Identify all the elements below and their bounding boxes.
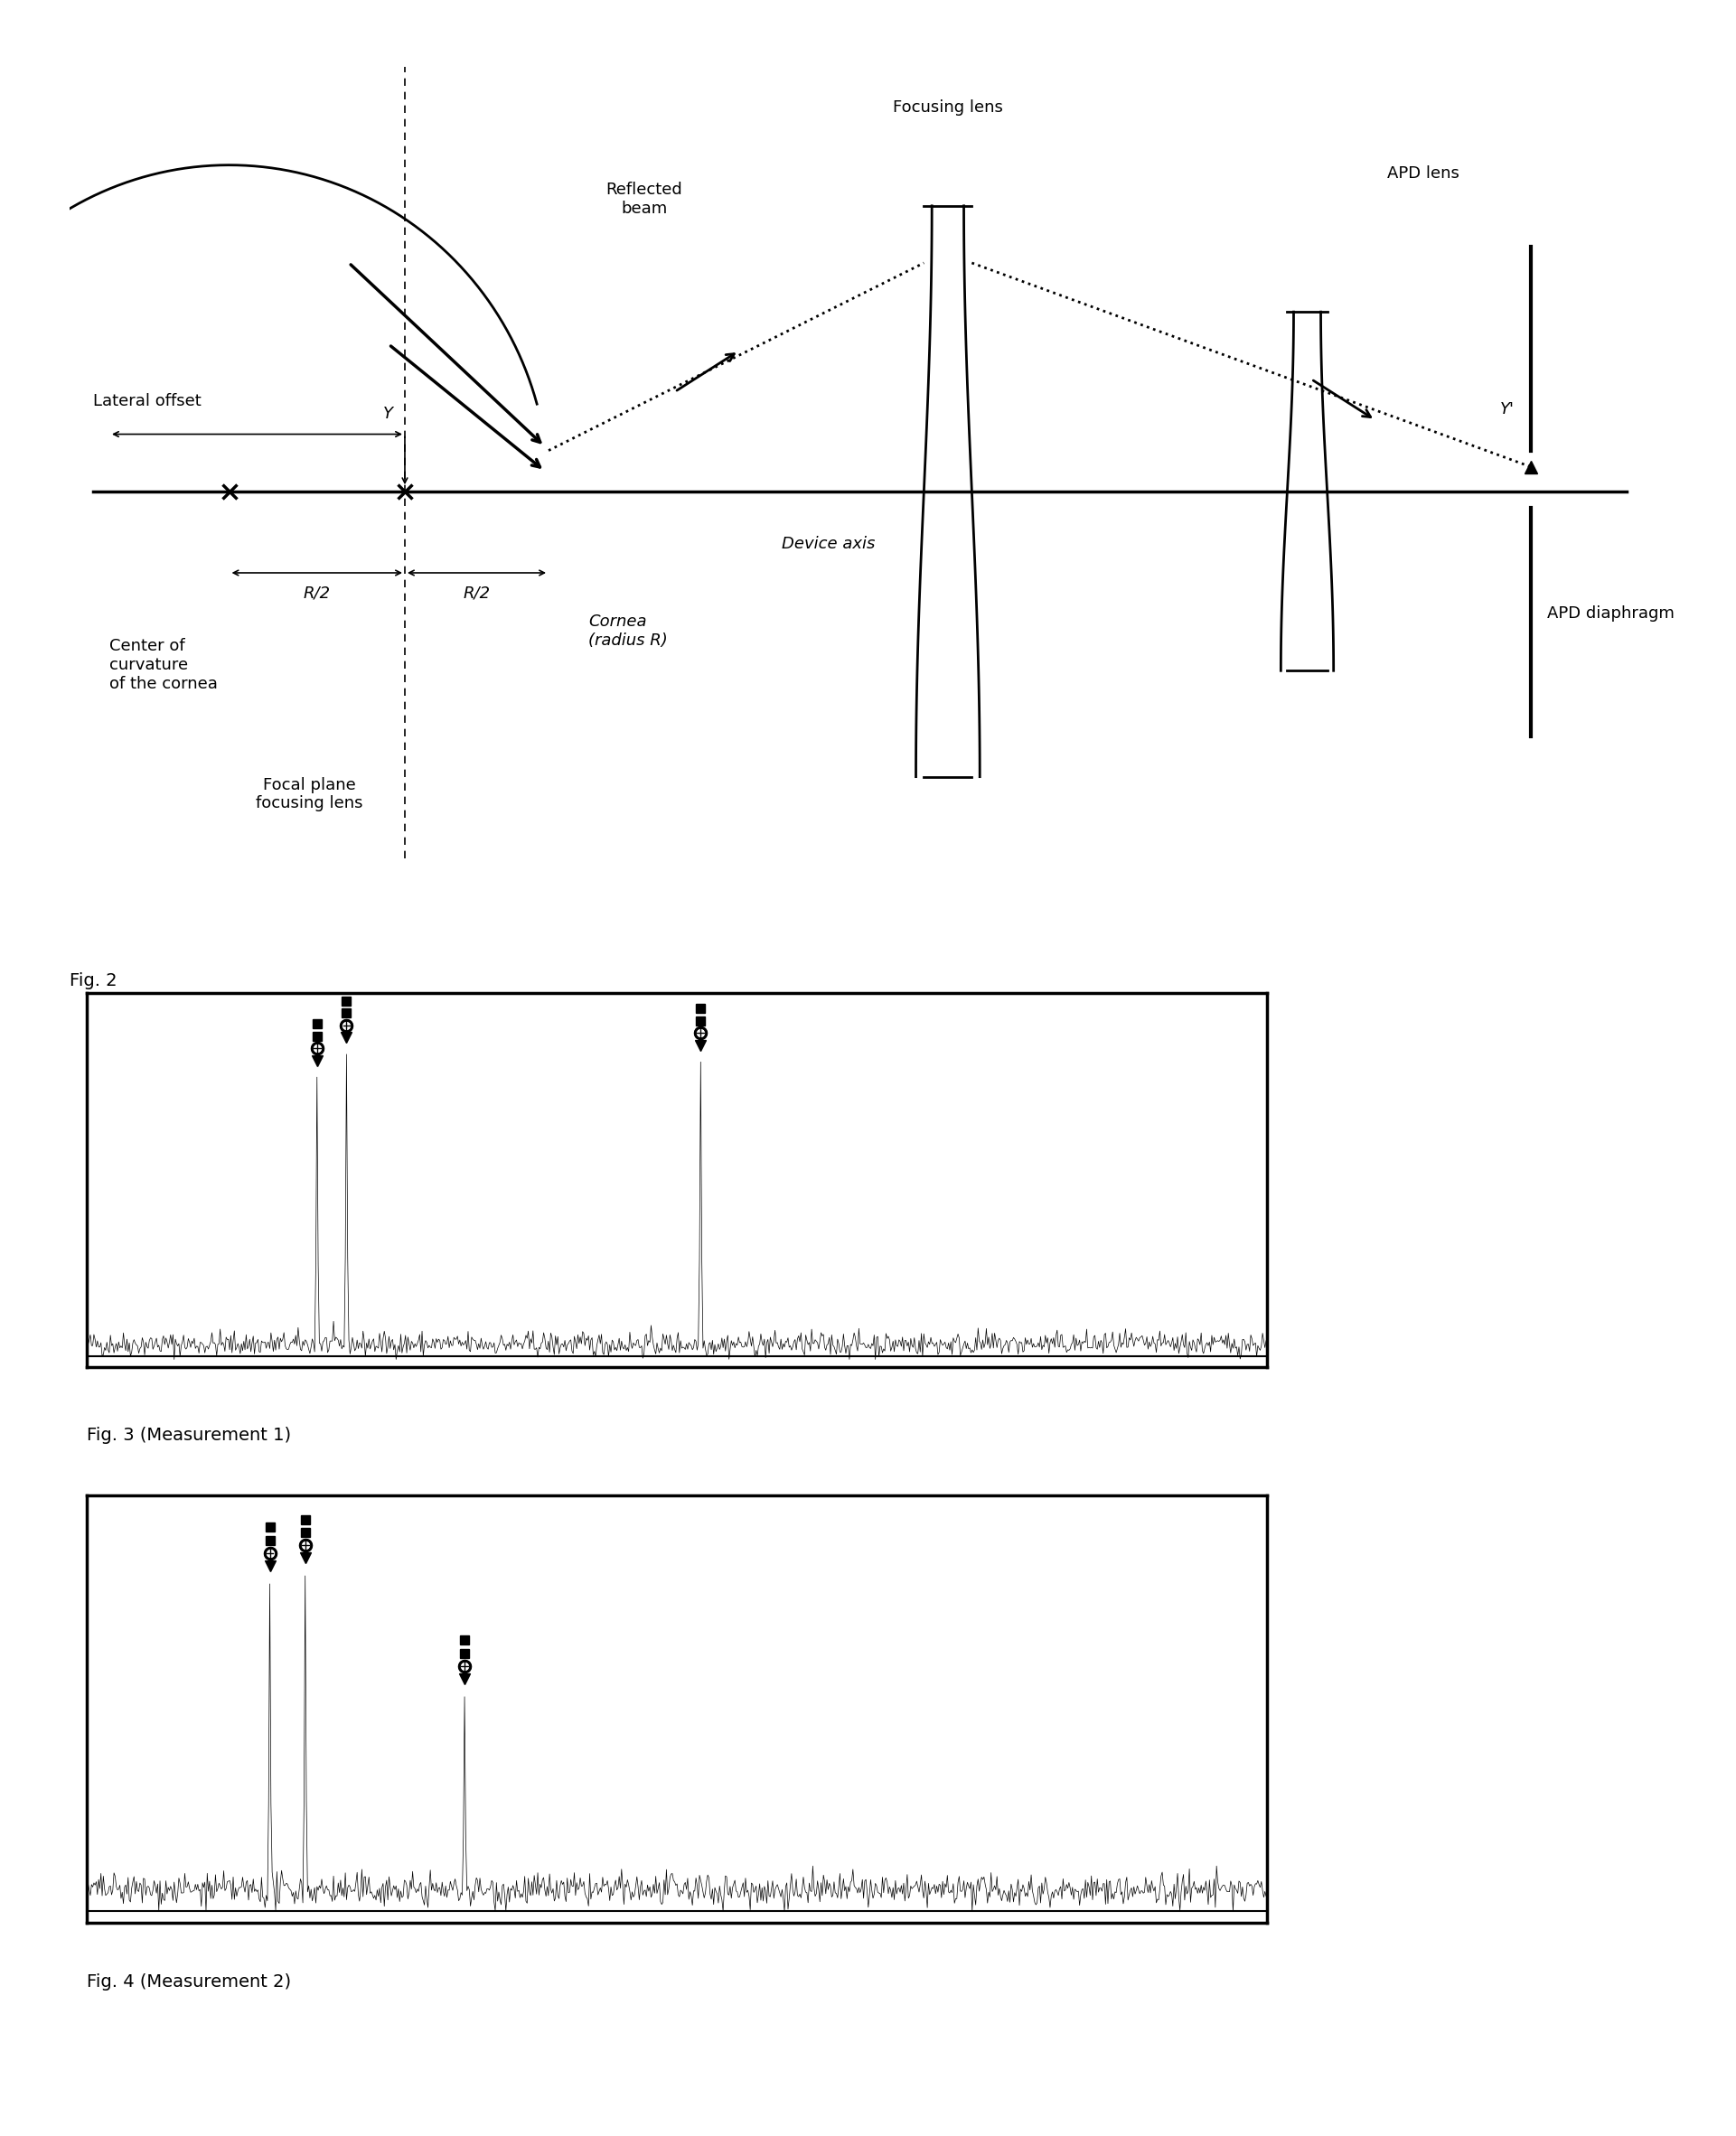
Text: Lateral offset: Lateral offset: [94, 393, 201, 410]
Text: Cornea
(radius R): Cornea (radius R): [589, 613, 668, 649]
Text: Fig. 3 (Measurement 1): Fig. 3 (Measurement 1): [87, 1427, 292, 1444]
Text: Focal plane
focusing lens: Focal plane focusing lens: [255, 778, 363, 812]
Text: Fig. 2: Fig. 2: [69, 972, 116, 989]
Text: R/2: R/2: [304, 585, 330, 602]
Text: APD diaphragm: APD diaphragm: [1547, 604, 1674, 622]
Text: R/2: R/2: [464, 585, 490, 602]
Text: Reflected
beam: Reflected beam: [606, 182, 682, 216]
Text: Device axis: Device axis: [781, 536, 875, 553]
Text: Center of
curvature
of the cornea: Center of curvature of the cornea: [109, 639, 217, 692]
Text: APD lens: APD lens: [1387, 164, 1460, 182]
Text: Y: Y: [384, 406, 392, 423]
Text: Fig. 4 (Measurement 2): Fig. 4 (Measurement 2): [87, 1974, 292, 1991]
Text: Y': Y': [1500, 402, 1516, 419]
Text: Focusing lens: Focusing lens: [892, 100, 1003, 115]
